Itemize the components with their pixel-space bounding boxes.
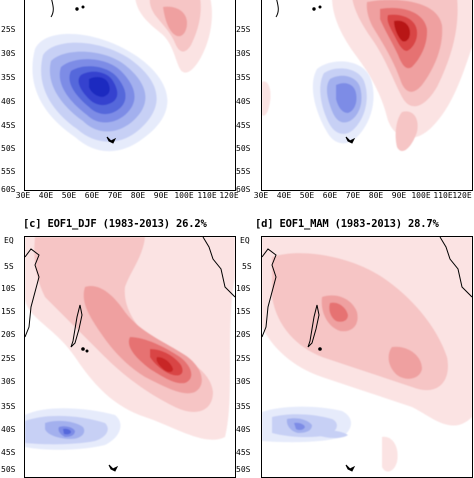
lat-label: 45S [236,121,251,130]
lat-label: 50S [236,465,251,474]
lon-label: 110E [433,191,453,200]
lon-label: 110E [197,191,217,200]
lat-label: 50S [1,465,16,474]
lon-label: 70E [107,191,123,200]
lat-label: 50S [1,144,16,153]
lat-label: 40S [236,97,251,106]
lat-label: EQ [4,236,14,245]
lon-label: 40E [276,191,292,200]
positive-anomaly-contours [262,237,472,472]
lat-label: 20S [1,330,16,339]
panel-d-map [261,236,473,478]
coastline [25,237,235,472]
positive-anomaly-contours [135,0,212,73]
lat-label: 50S [236,144,251,153]
lon-label: 100E [411,191,431,200]
lat-label: 45S [1,121,16,130]
lat-label: 10S [236,284,251,293]
lat-label: 15S [236,307,251,316]
lon-label: 60E [84,191,100,200]
lon-label: 40E [38,191,54,200]
lon-label: 90E [391,191,407,200]
lat-label: 35S [1,402,16,411]
lat-label: 35S [236,73,251,82]
lon-label: 90E [153,191,169,200]
lon-label: 80E [130,191,146,200]
lat-label: 35S [1,73,16,82]
panel-c-title: [c] EOF1_DJF (1983-2013) 26.2% [23,218,207,230]
coastline [50,0,117,144]
lat-label: 40S [236,425,251,434]
lat-label: 10S [1,284,16,293]
panel-d-title: [d] EOF1_MAM (1983-2013) 28.7% [255,218,439,230]
lat-label: 30S [236,377,251,386]
lat-label: 55S [1,167,16,176]
lon-label: 60E [322,191,338,200]
lat-label: 45S [1,448,16,457]
coastline [275,0,356,144]
lat-label: 30S [1,377,16,386]
lat-label: 25S [1,354,16,363]
lat-label: 35S [236,402,251,411]
lon-label: 120E [452,191,472,200]
lat-label: 25S [236,25,251,34]
lon-label: 70E [345,191,361,200]
lat-label: 40S [1,97,16,106]
lat-label: 30S [1,49,16,58]
negative-anomaly-contours [32,33,168,152]
lat-label: EQ [240,236,250,245]
lat-label: 5S [4,262,14,271]
negative-anomaly-contours [312,61,374,144]
negative-anomaly-contours [25,408,121,450]
lon-label: 80E [368,191,384,200]
lon-label: 120E [219,191,239,200]
lat-label: 5S [242,262,252,271]
positive-anomaly-contours [262,0,472,152]
positive-anomaly-contours [25,237,235,440]
lon-label: 30E [253,191,269,200]
panel-b-map [261,0,473,191]
lat-label: 45S [236,448,251,457]
lat-label: 25S [1,25,16,34]
negative-anomaly-contours [262,406,351,443]
lon-label: 50E [299,191,315,200]
lon-label: 30E [15,191,31,200]
lat-label: 40S [1,425,16,434]
lat-label: 15S [1,307,16,316]
lat-label: 30S [236,49,251,58]
coastline [262,237,472,472]
lon-label: 100E [174,191,194,200]
panel-c-map [24,236,236,478]
lon-label: 50E [61,191,77,200]
lat-label: 25S [236,354,251,363]
panel-a-map [24,0,236,191]
lat-label: 55S [236,167,251,176]
lat-label: 20S [236,330,251,339]
lat-label: 60S [1,185,16,194]
lat-label: 60S [236,185,251,194]
